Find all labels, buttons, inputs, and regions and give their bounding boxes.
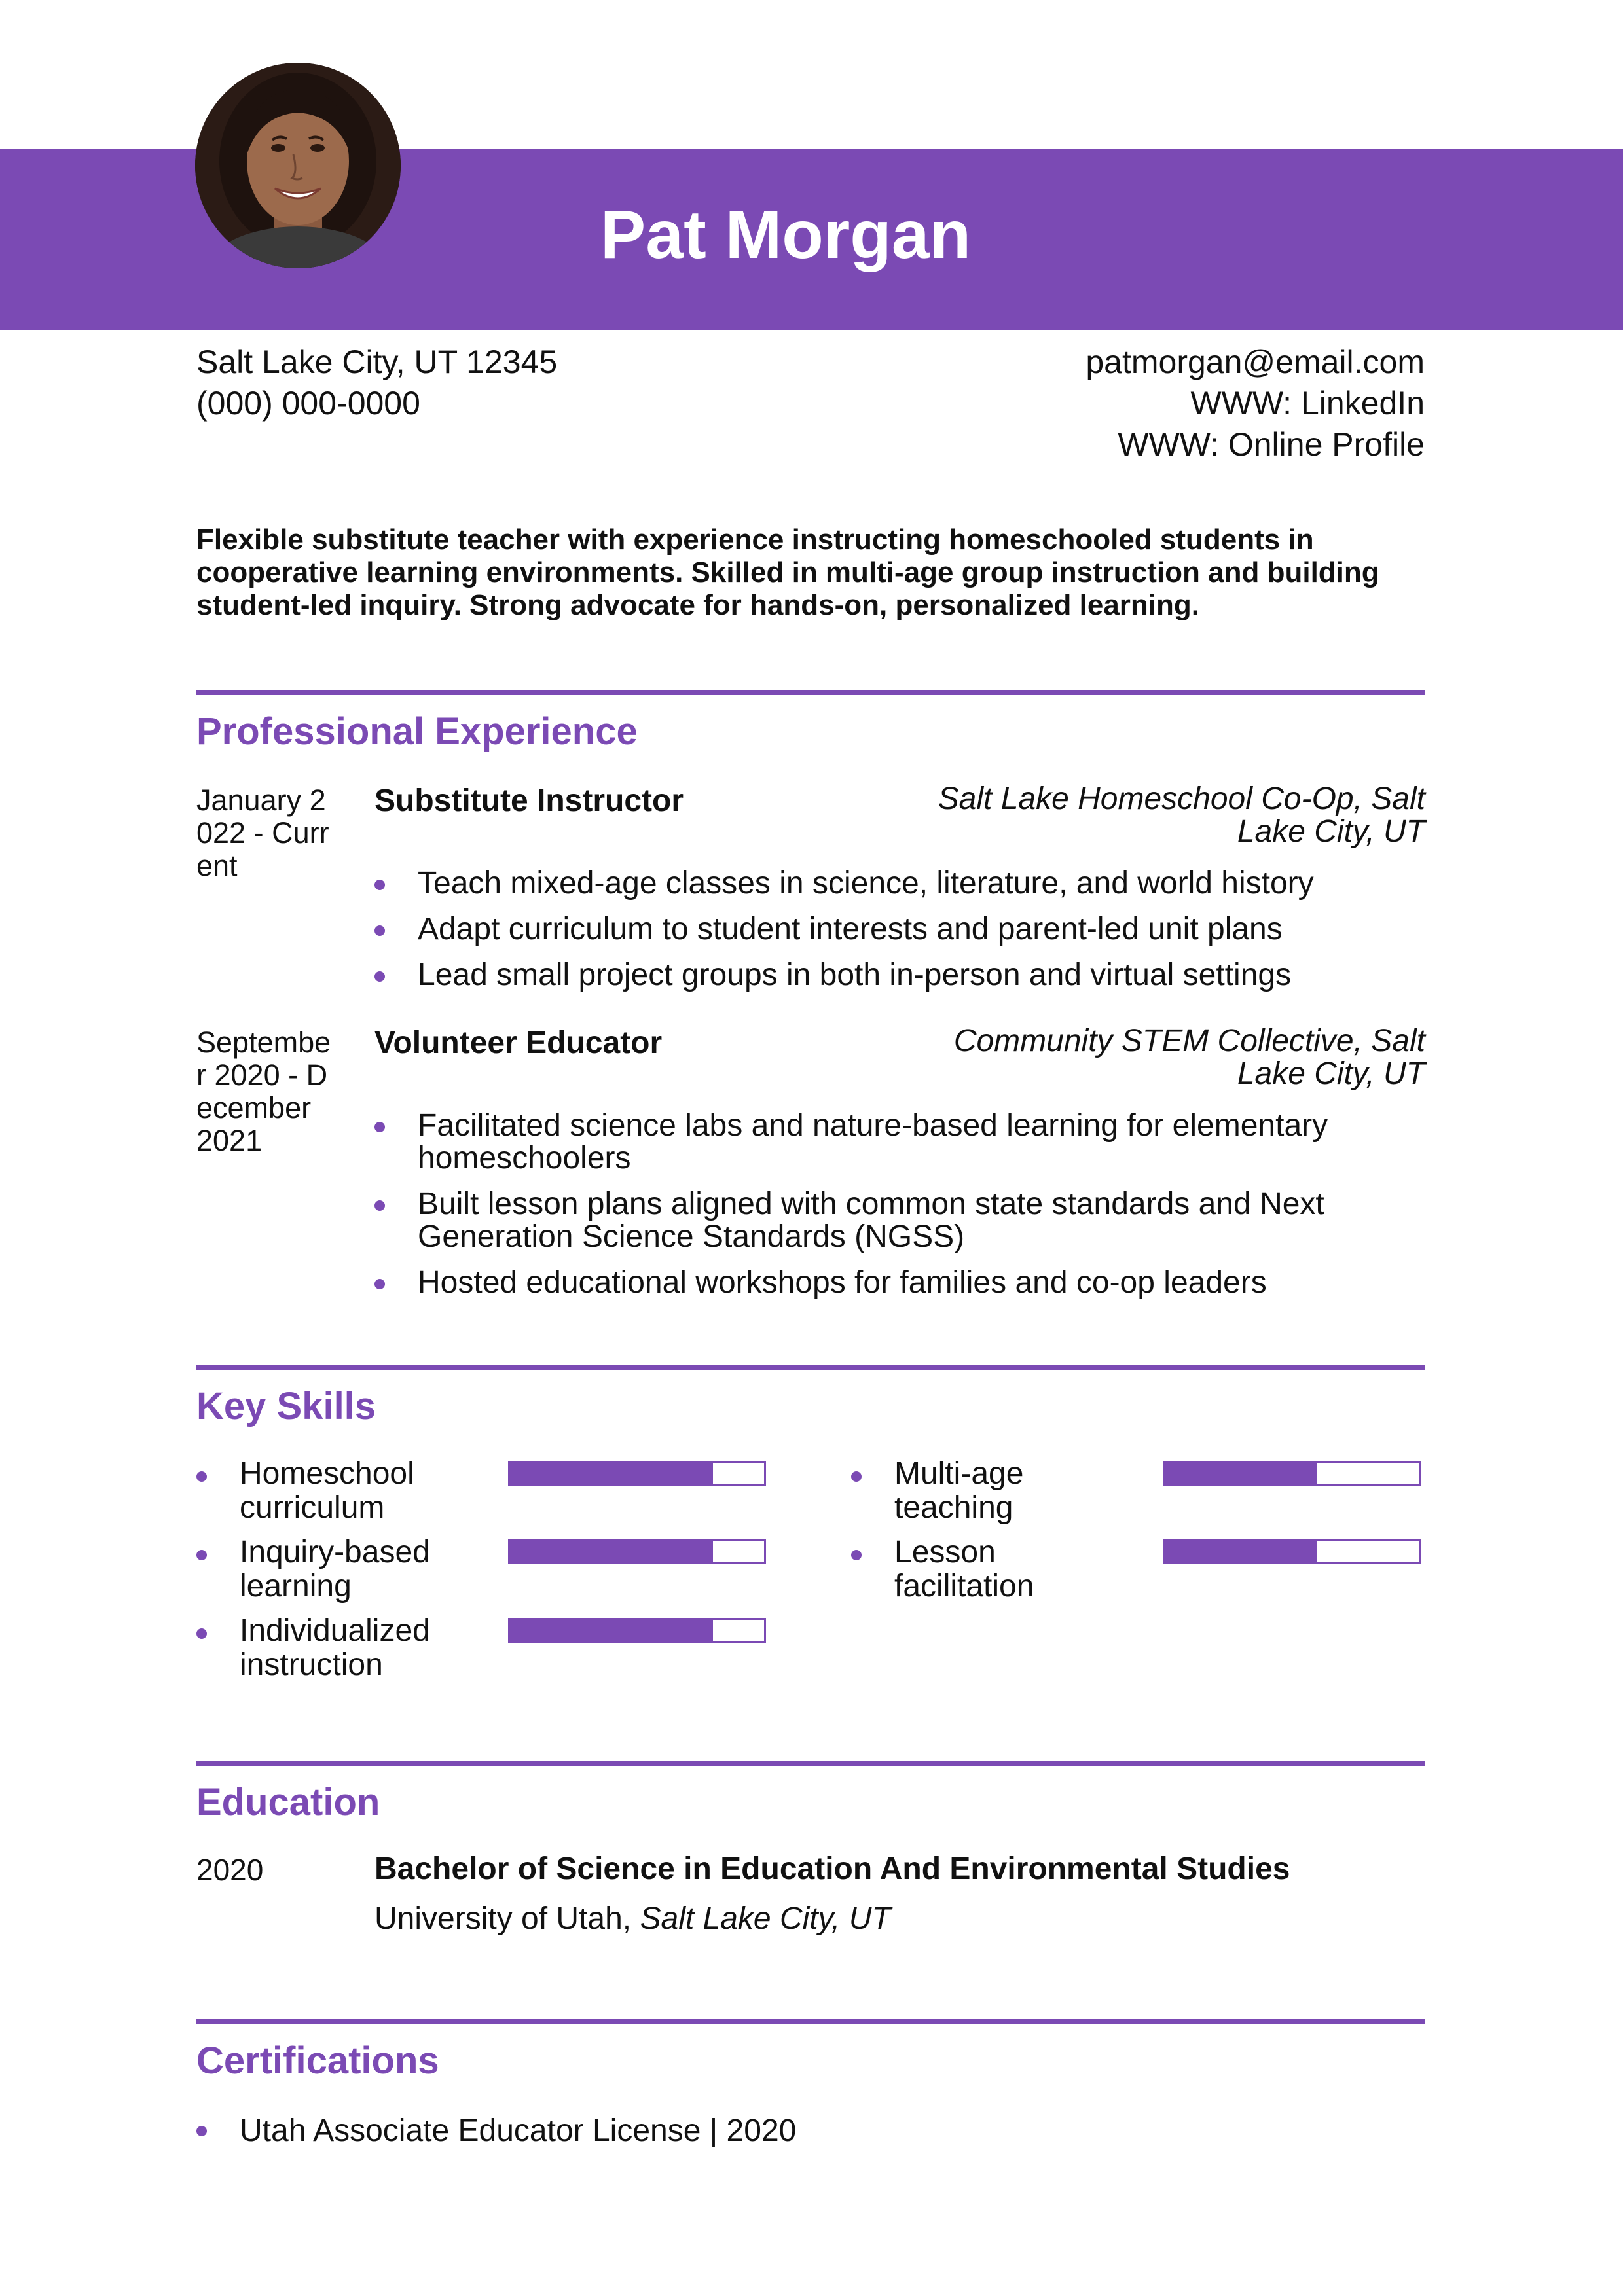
job-company: Community STEM Collective, Salt Lake Cit… <box>953 1024 1425 1091</box>
person-avatar-icon <box>195 63 401 268</box>
skill-level-bar <box>508 1618 766 1643</box>
skill-level-bar <box>508 1461 766 1486</box>
skill-level-bar <box>1163 1539 1421 1564</box>
skill-name: Lesson facilitation <box>851 1535 1091 1604</box>
list-item: Adapt curriculum to student interests an… <box>374 913 1422 946</box>
job-bullets: Teach mixed-age classes in science, lite… <box>374 867 1422 1005</box>
skill-name: Multi-age teaching <box>851 1457 1091 1525</box>
skill-name: Individualized instruction <box>196 1614 501 1682</box>
section-heading-education: Education <box>196 1781 380 1823</box>
skill-level-fill <box>1165 1463 1317 1484</box>
skill-level-fill <box>510 1541 714 1562</box>
education-degree: Bachelor of Science in Education And Env… <box>374 1852 1290 1886</box>
education-school: University of Utah, Salt Lake City, UT <box>374 1901 891 1937</box>
skill-name: Inquiry-based learning <box>196 1535 501 1604</box>
job-company: Salt Lake Homeschool Co-Op, Salt Lake Ci… <box>938 781 1425 849</box>
professional-summary: Flexible substitute teacher with experie… <box>196 524 1379 621</box>
skill-level-bar <box>1163 1461 1421 1486</box>
contact-profile[interactable]: WWW: Online Profile <box>1118 426 1425 463</box>
job-date: January 2022 - Current <box>196 783 329 882</box>
job-date: September 2020 - December 2021 <box>196 1026 331 1157</box>
list-item: Hosted educational workshops for familie… <box>374 1266 1422 1299</box>
contact-address: Salt Lake City, UT 12345 <box>196 344 558 380</box>
skill-level-fill <box>510 1463 714 1484</box>
list-item: Lead small project groups in both in-per… <box>374 959 1422 992</box>
list-item: Teach mixed-age classes in science, lite… <box>374 867 1422 900</box>
skill-level-fill <box>1165 1541 1317 1562</box>
section-heading-skills: Key Skills <box>196 1385 376 1427</box>
candidate-name: Pat Morgan <box>600 197 972 273</box>
contact-left: Salt Lake City, UT 12345 (000) 000-0000 <box>196 342 557 424</box>
section-divider <box>196 1761 1425 1766</box>
list-item: Built lesson plans aligned with common s… <box>374 1188 1422 1253</box>
contact-linkedin[interactable]: WWW: LinkedIn <box>1190 385 1425 422</box>
contact-right: patmorgan@email.com WWW: LinkedIn WWW: O… <box>1085 342 1425 465</box>
job-title: Substitute Instructor <box>374 783 684 818</box>
section-divider <box>196 690 1425 695</box>
section-divider <box>196 1365 1425 1370</box>
skill-name: Homeschool curriculum <box>196 1457 501 1525</box>
job-bullets: Facilitated science labs and nature-base… <box>374 1109 1422 1312</box>
profile-photo <box>195 63 401 268</box>
education-location: Salt Lake City, UT <box>640 1901 891 1936</box>
contact-email[interactable]: patmorgan@email.com <box>1085 344 1425 380</box>
skill-level-bar <box>508 1539 766 1564</box>
section-heading-experience: Professional Experience <box>196 710 638 753</box>
list-item: Facilitated science labs and nature-base… <box>374 1109 1422 1175</box>
certification-item: Utah Associate Educator License | 2020 <box>196 2113 796 2149</box>
job-title: Volunteer Educator <box>374 1026 663 1060</box>
section-divider <box>196 2019 1425 2024</box>
skill-level-fill <box>510 1620 714 1641</box>
education-year: 2020 <box>196 1853 264 1887</box>
contact-phone: (000) 000-0000 <box>196 385 420 422</box>
education-school-name: University of Utah, <box>374 1901 632 1936</box>
section-heading-certifications: Certifications <box>196 2039 439 2082</box>
